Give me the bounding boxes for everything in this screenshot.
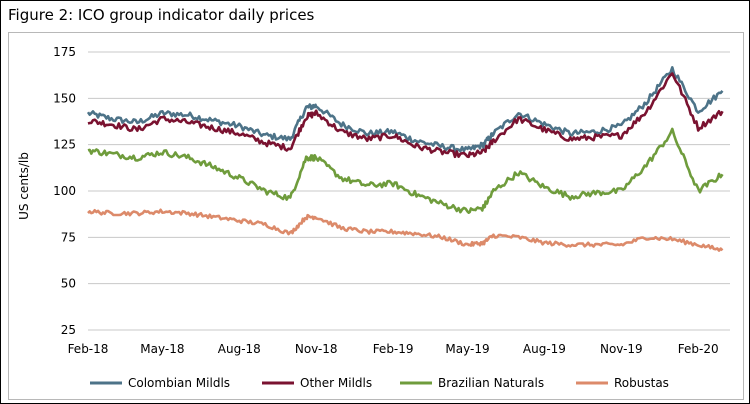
series-line xyxy=(87,72,724,159)
grid-lines xyxy=(88,51,730,331)
legend: Colombian Mildls Other Mildls Brazilian Na… xyxy=(90,376,669,390)
x-tick-label: Feb-20 xyxy=(678,342,719,356)
series-line xyxy=(86,66,724,153)
legend-label: Colombian Mildls xyxy=(128,376,230,390)
y-tick-label: 75 xyxy=(61,230,76,244)
y-tick-labels: 25 50 75 100 125 150 175 xyxy=(53,45,76,337)
series-lines xyxy=(86,66,724,252)
x-tick-label: Feb-18 xyxy=(68,342,109,356)
series-line xyxy=(87,127,724,214)
series-line xyxy=(87,208,724,252)
legend-label: Robustas xyxy=(614,376,669,390)
y-tick-label: 125 xyxy=(53,138,76,152)
y-axis-label: US cents/lb xyxy=(17,152,31,220)
x-tick-label: Nov-19 xyxy=(600,342,643,356)
x-tick-label: May-18 xyxy=(140,342,184,356)
legend-label: Other Mildls xyxy=(300,376,372,390)
x-tick-labels: Feb-18 May-18 Aug-18 Nov-18 Feb-19 May-19 Aug-… xyxy=(68,342,719,356)
x-tick-label: Feb-19 xyxy=(373,342,414,356)
y-tick-label: 150 xyxy=(53,91,76,105)
x-tick-label: Aug-18 xyxy=(218,342,261,356)
chart-title: Figure 2: ICO group indicator daily pric… xyxy=(8,6,315,24)
y-tick-label: 175 xyxy=(53,45,76,59)
x-tick-label: May-19 xyxy=(445,342,489,356)
x-tick-label: Aug-19 xyxy=(523,342,566,356)
plot-border xyxy=(8,32,744,400)
y-tick-label: 50 xyxy=(61,277,76,291)
legend-label: Brazilian Naturals xyxy=(438,376,544,390)
x-tick-label: Nov-18 xyxy=(295,342,338,356)
y-tick-label: 100 xyxy=(53,184,76,198)
y-tick-label: 25 xyxy=(61,323,76,337)
